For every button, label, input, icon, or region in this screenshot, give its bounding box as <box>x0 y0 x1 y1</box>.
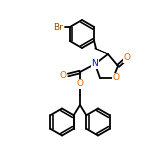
Text: O: O <box>123 54 131 62</box>
Text: Br: Br <box>53 22 63 31</box>
Text: N: N <box>92 59 98 69</box>
Polygon shape <box>95 48 108 54</box>
Text: O: O <box>59 71 66 79</box>
Text: O: O <box>76 79 83 88</box>
Text: O: O <box>112 74 119 83</box>
